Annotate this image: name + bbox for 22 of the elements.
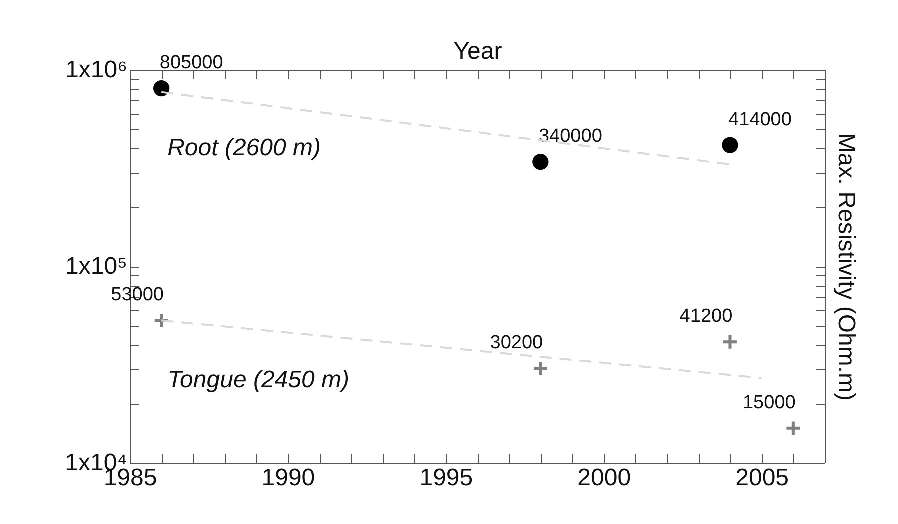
y-tick-label: 1x10⁵ bbox=[66, 253, 128, 280]
data-label: 414000 bbox=[728, 109, 792, 130]
y-tick-label: 1x10⁶ bbox=[66, 56, 128, 84]
x-axis-title: Year bbox=[454, 38, 502, 65]
point bbox=[785, 420, 802, 437]
data-label: 805000 bbox=[160, 52, 224, 74]
x-tick-label: 1990 bbox=[262, 464, 316, 492]
series-label: Root (2600 m) bbox=[168, 134, 321, 162]
data-label: 30200 bbox=[490, 332, 544, 354]
data-label: 340000 bbox=[538, 126, 602, 148]
point bbox=[532, 360, 549, 377]
series-label: Tongue (2450 m) bbox=[168, 366, 350, 394]
x-tick-label: 2005 bbox=[736, 464, 790, 492]
point bbox=[722, 137, 738, 154]
point bbox=[154, 80, 170, 97]
data-label: 41200 bbox=[680, 306, 733, 328]
x-tick-label: 2000 bbox=[578, 464, 632, 492]
point bbox=[532, 154, 549, 170]
y-axis-title: Max. Resistivity (Ohm.m) bbox=[833, 132, 860, 402]
x-tick-label: 1995 bbox=[420, 464, 474, 492]
data-label: 15000 bbox=[742, 392, 796, 414]
point bbox=[722, 334, 738, 350]
